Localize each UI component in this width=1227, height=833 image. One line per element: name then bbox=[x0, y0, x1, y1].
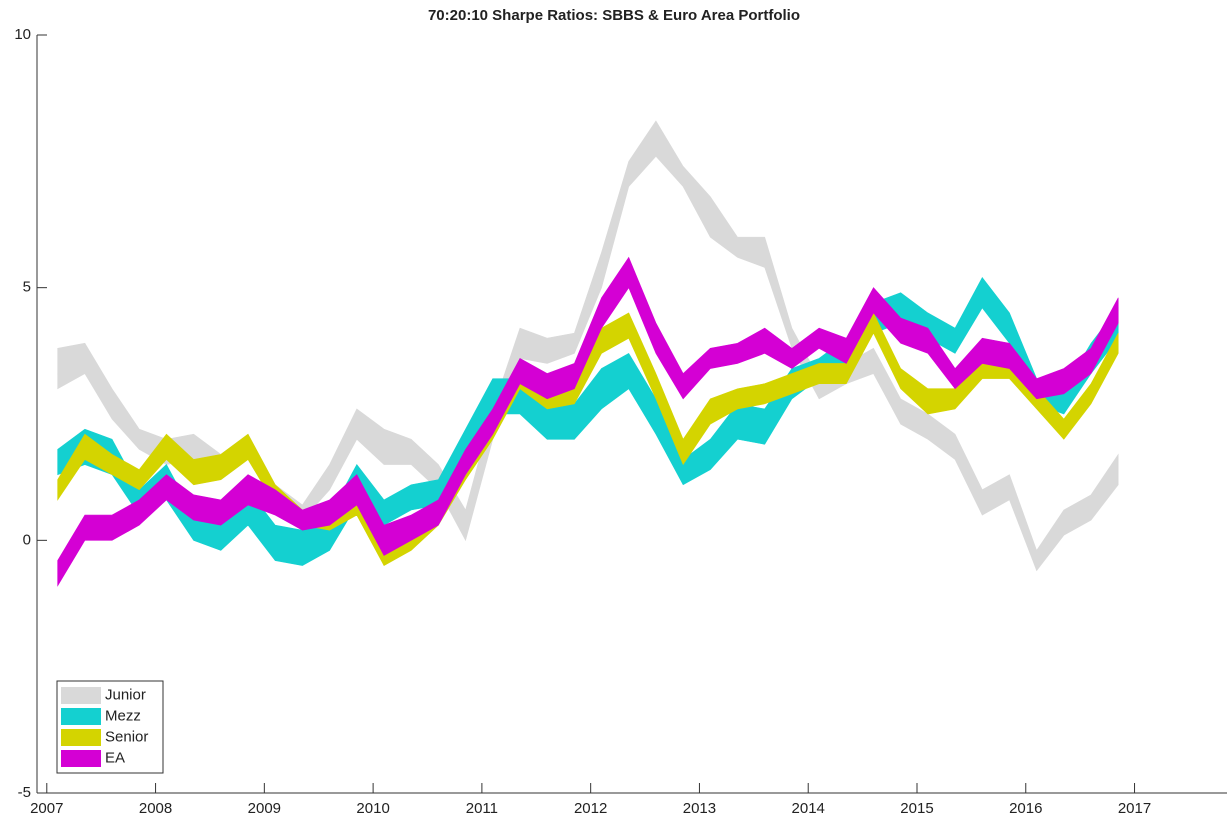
x-tick-label: 2008 bbox=[139, 800, 172, 817]
x-tick-label: 2009 bbox=[248, 800, 281, 817]
legend-label: Junior bbox=[105, 686, 146, 703]
legend: Junior Mezz Senior EA bbox=[56, 680, 164, 774]
y-tick-label: 10 bbox=[14, 26, 31, 43]
legend-label: Mezz bbox=[105, 707, 141, 724]
legend-label: EA bbox=[105, 749, 125, 766]
band-area bbox=[57, 120, 1119, 572]
legend-swatch bbox=[61, 729, 101, 746]
band-area bbox=[57, 256, 1119, 587]
y-tick-label: 0 bbox=[23, 531, 31, 548]
legend-swatch bbox=[61, 708, 101, 725]
x-tick-label: 2013 bbox=[683, 800, 716, 817]
x-tick-label: 2012 bbox=[574, 800, 607, 817]
x-tick-label: 2017 bbox=[1118, 800, 1151, 817]
y-tick-label: -5 bbox=[18, 784, 31, 801]
x-tick-label: 2010 bbox=[356, 800, 389, 817]
x-tick-label: 2014 bbox=[792, 800, 825, 817]
legend-swatch bbox=[61, 687, 101, 704]
legend-swatch bbox=[61, 750, 101, 767]
y-tick-label: 5 bbox=[23, 279, 31, 296]
x-tick-label: 2016 bbox=[1009, 800, 1042, 817]
x-tick-label: 2015 bbox=[900, 800, 933, 817]
legend-label: Senior bbox=[105, 728, 148, 745]
x-tick-label: 2011 bbox=[466, 800, 498, 817]
chart-title: 70:20:10 Sharpe Ratios: SBBS & Euro Area… bbox=[428, 7, 800, 24]
x-tick-label: 2007 bbox=[30, 800, 63, 817]
